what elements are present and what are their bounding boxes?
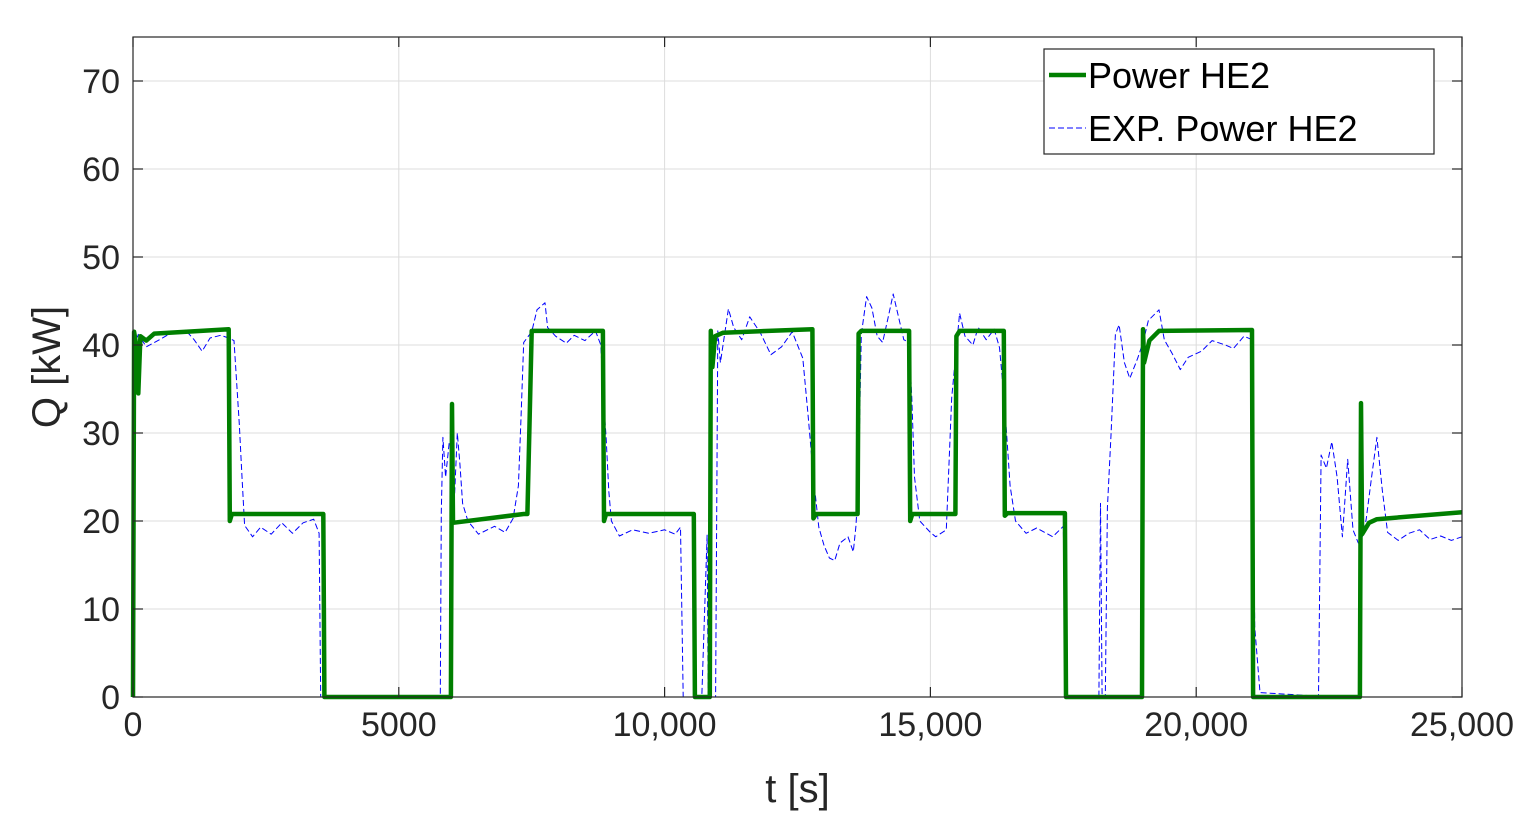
y-tick-label: 70: [82, 63, 120, 101]
legend-box: [1043, 48, 1435, 155]
y-tick-label: 20: [82, 503, 120, 541]
series-layer: [130, 293, 1463, 700]
x-tick-label: 0: [124, 706, 143, 744]
x-tick-label: 5000: [361, 706, 437, 744]
series-line-exp-power-he2: [132, 293, 1463, 698]
y-tick-label: 50: [82, 239, 120, 277]
y-tick-label: 0: [101, 679, 120, 717]
y-tick-label: 40: [82, 327, 120, 365]
legend: Power HE2 EXP. Power HE2: [1043, 48, 1435, 155]
y-axis-label: Q [kW]: [25, 306, 69, 428]
plot-frame: [132, 36, 1463, 698]
y-tick-label: 60: [82, 151, 120, 189]
legend-label-power-he2: Power HE2: [1088, 55, 1270, 96]
legend-label-exp-power-he2: EXP. Power HE2: [1088, 108, 1357, 149]
x-tick-label: 20,000: [1144, 706, 1248, 744]
series-line-power-he2: [130, 326, 1463, 700]
x-tick-label: 15,000: [878, 706, 982, 744]
x-axis-label: t [s]: [765, 767, 829, 811]
y-tick-label: 30: [82, 415, 120, 453]
y-tick-label: 10: [82, 591, 120, 629]
tick-layer: 0 5000 10,000 15,000 20,000 25,000 0 10 20 30 40 50…: [82, 37, 1514, 744]
x-tick-label: 25,000: [1410, 706, 1514, 744]
x-tick-label: 10,000: [613, 706, 717, 744]
